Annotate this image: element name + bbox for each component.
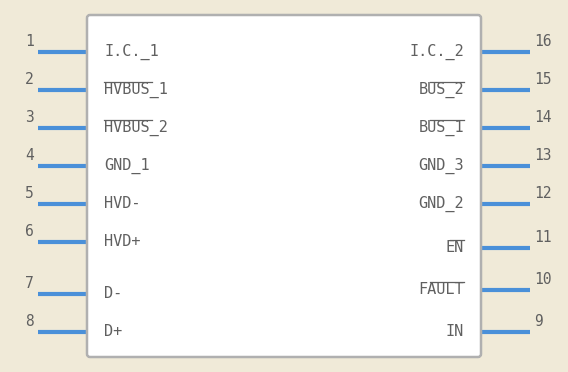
Text: 3: 3 — [25, 110, 34, 125]
Text: 7: 7 — [25, 276, 34, 291]
Text: 9: 9 — [534, 314, 543, 329]
Text: I.C._1: I.C._1 — [104, 44, 158, 60]
Text: 14: 14 — [534, 110, 552, 125]
Text: BUS_2: BUS_2 — [419, 82, 464, 98]
Text: HVD+: HVD+ — [104, 234, 140, 250]
Text: 1: 1 — [25, 34, 34, 49]
Text: EN: EN — [446, 241, 464, 256]
Text: HVBUS_1: HVBUS_1 — [104, 82, 168, 98]
Text: 5: 5 — [25, 186, 34, 201]
Text: 15: 15 — [534, 72, 552, 87]
Text: D+: D+ — [104, 324, 122, 340]
Text: FAULT: FAULT — [419, 282, 464, 298]
Text: GND_3: GND_3 — [419, 158, 464, 174]
Text: 8: 8 — [25, 314, 34, 329]
FancyBboxPatch shape — [87, 15, 481, 357]
Text: 16: 16 — [534, 34, 552, 49]
Text: 13: 13 — [534, 148, 552, 163]
Text: I.C._2: I.C._2 — [410, 44, 464, 60]
Text: 6: 6 — [25, 224, 34, 239]
Text: GND_2: GND_2 — [419, 196, 464, 212]
Text: HVD-: HVD- — [104, 196, 140, 212]
Text: IN: IN — [446, 324, 464, 340]
Text: 4: 4 — [25, 148, 34, 163]
Text: D-: D- — [104, 286, 122, 301]
Text: 10: 10 — [534, 272, 552, 287]
Text: GND_1: GND_1 — [104, 158, 149, 174]
Text: 2: 2 — [25, 72, 34, 87]
Text: BUS_1: BUS_1 — [419, 120, 464, 136]
Text: HVBUS_2: HVBUS_2 — [104, 120, 168, 136]
Text: 12: 12 — [534, 186, 552, 201]
Text: 11: 11 — [534, 230, 552, 245]
